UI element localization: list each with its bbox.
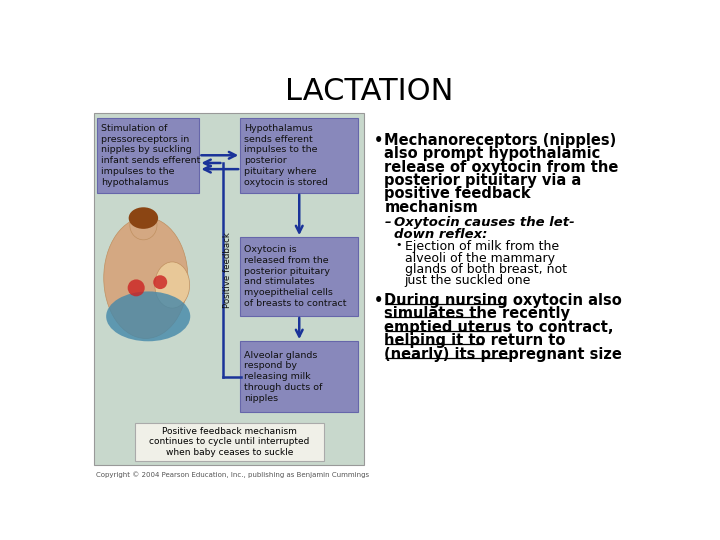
FancyBboxPatch shape [135, 423, 324, 461]
Ellipse shape [106, 292, 190, 341]
Text: Positive feedback mechanism
continues to cycle until interrupted
when baby cease: Positive feedback mechanism continues to… [149, 427, 310, 457]
Text: Copyright © 2004 Pearson Education, Inc., publishing as Benjamin Cummings: Copyright © 2004 Pearson Education, Inc.… [96, 471, 369, 478]
Text: release of oxytocin from the: release of oxytocin from the [384, 159, 619, 174]
Text: Positive feedback: Positive feedback [223, 232, 233, 308]
FancyBboxPatch shape [94, 112, 364, 465]
Text: During nursing oxytocin also: During nursing oxytocin also [384, 293, 622, 308]
Text: Alveolar glands
respond by
releasing milk
through ducts of
nipples: Alveolar glands respond by releasing mil… [244, 350, 323, 403]
Text: Mechanoreceptors (nipples): Mechanoreceptors (nipples) [384, 132, 617, 147]
Text: (nearly) its prepregnant size: (nearly) its prepregnant size [384, 347, 622, 362]
Ellipse shape [129, 207, 158, 229]
FancyBboxPatch shape [240, 237, 358, 316]
Text: posterior pituitary via a: posterior pituitary via a [384, 173, 582, 188]
Text: helping it to return to: helping it to return to [384, 333, 566, 348]
Text: Hypothalamus
sends efferent
impulses to the
posterior
pituitary where
oxytocin i: Hypothalamus sends efferent impulses to … [244, 124, 328, 187]
Text: glands of both breast, not: glands of both breast, not [405, 262, 567, 276]
Text: alveoli of the mammary: alveoli of the mammary [405, 252, 554, 265]
Text: Ejection of milk from the: Ejection of milk from the [405, 240, 559, 253]
Ellipse shape [155, 262, 189, 308]
Text: Oxytocin causes the let-: Oxytocin causes the let- [394, 217, 575, 230]
FancyBboxPatch shape [97, 118, 199, 193]
FancyBboxPatch shape [98, 200, 218, 342]
Text: also prompt hypothalamic: also prompt hypothalamic [384, 146, 600, 161]
FancyBboxPatch shape [240, 341, 358, 412]
Text: •: • [395, 240, 402, 251]
Ellipse shape [104, 218, 188, 339]
Text: •: • [374, 293, 383, 308]
Ellipse shape [130, 211, 157, 240]
Text: –: – [384, 217, 391, 230]
Text: just the suckled one: just the suckled one [405, 274, 531, 287]
Text: positive feedback: positive feedback [384, 186, 531, 201]
FancyBboxPatch shape [240, 118, 358, 193]
Text: Stimulation of
pressoreceptors in
nipples by suckling
infant sends efferent
impu: Stimulation of pressoreceptors in nipple… [101, 124, 200, 187]
Text: mechanism: mechanism [384, 200, 478, 215]
Ellipse shape [153, 275, 167, 289]
Ellipse shape [127, 279, 145, 296]
Text: emptied uterus to contract,: emptied uterus to contract, [384, 320, 614, 335]
Text: simulates the recently: simulates the recently [384, 306, 570, 321]
Text: Oxytocin is
released from the
posterior pituitary
and stimulates
myoepithelial c: Oxytocin is released from the posterior … [244, 245, 347, 308]
Text: down reflex:: down reflex: [394, 228, 487, 241]
Text: •: • [374, 132, 383, 147]
Text: LACTATION: LACTATION [285, 77, 453, 106]
